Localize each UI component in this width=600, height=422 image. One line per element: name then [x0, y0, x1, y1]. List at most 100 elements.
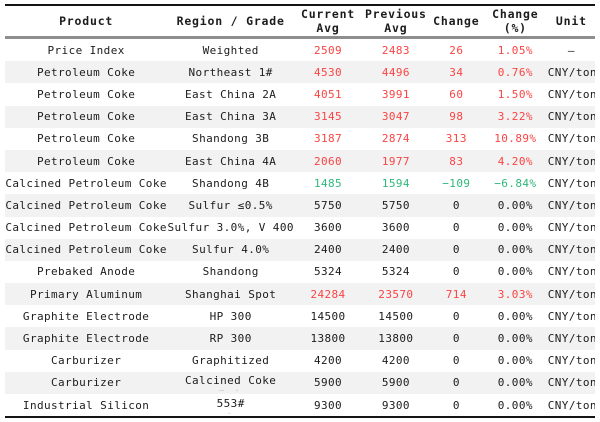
- pct-cell: 10.89%: [494, 132, 537, 146]
- region-subline-clipped: – ·: [167, 387, 294, 391]
- region-cell: Sulfur ≤0.5%: [188, 198, 273, 212]
- current-cell: 5900: [313, 376, 343, 390]
- table-row: Petroleum Coke East China 2A 4051 3991 60 1.5…: [5, 83, 595, 105]
- change-cell: 83: [449, 154, 464, 168]
- product-cell: Graphite Electrode: [22, 332, 150, 346]
- product-cell: Calcined Petroleum Coke: [5, 198, 167, 212]
- change-cell: 0: [452, 221, 460, 235]
- column-header-product: Product: [59, 13, 114, 28]
- column-header-region-grade: Region / Grade: [176, 13, 285, 28]
- region-cell: Northeast 1#: [188, 65, 273, 79]
- unit-cell: CNY/ton: [547, 176, 595, 190]
- previous-cell: 4496: [381, 65, 410, 79]
- change-cell: −109: [442, 176, 471, 190]
- table-row: Petroleum Coke East China 3A 3145 3047 98 3.2…: [5, 105, 595, 128]
- product-cell: Industrial Silicon: [22, 398, 150, 412]
- region-cell: East China 4A: [185, 154, 277, 168]
- change-cell: 60: [449, 87, 464, 101]
- region-text: Calcined Coke: [185, 374, 277, 388]
- table-row: Petroleum Coke Shandong 3B 3187 2874 313 10.8…: [5, 128, 595, 150]
- table-row: Price Index Weighted 2509 2483 26 1.05% —: [5, 39, 595, 61]
- unit-cell: CNY/ton: [547, 265, 595, 279]
- region-cell: HP 300: [209, 309, 252, 323]
- product-cell: Graphite Electrode: [22, 309, 150, 323]
- region-cell: Weighted: [202, 43, 259, 57]
- previous-cell: 5324: [381, 265, 410, 279]
- current-cell: 3145: [313, 110, 343, 124]
- previous-cell: 5900: [381, 376, 410, 390]
- previous-cell: 2400: [381, 243, 410, 257]
- current-cell: 3187: [313, 132, 343, 146]
- table-row: Calcined Petroleum Coke Sulfur ≤0.5% 5750 5…: [5, 194, 595, 217]
- change-cell: 0: [452, 398, 460, 412]
- unit-cell: CNY/ton: [547, 87, 595, 101]
- product-cell: Primary Aluminum: [29, 287, 143, 301]
- pct-cell: 1.05%: [497, 43, 533, 57]
- unit-cell: —: [567, 43, 575, 57]
- change-cell: 0: [452, 198, 460, 212]
- table-row: Calcined Petroleum Coke Shandong 4B 1485 15…: [5, 172, 595, 194]
- change-cell: 26: [449, 43, 464, 57]
- previous-cell: 2874: [381, 132, 410, 146]
- current-cell: 5750: [313, 198, 343, 212]
- current-cell: 4051: [313, 87, 343, 101]
- change-cell: 0: [452, 376, 460, 390]
- table-row: Petroleum Coke East China 4A 2060 1977 83 4.2…: [5, 149, 595, 173]
- region-cell: RP 300: [209, 332, 252, 346]
- previous-cell: 14500: [378, 309, 414, 323]
- table-row: Prebaked Anode Shandong 5324 5324 0 0.00% CNY/…: [5, 261, 595, 283]
- product-cell: Petroleum Coke: [36, 110, 136, 124]
- region-cell: Sulfur 3.0%, V 400: [167, 221, 294, 235]
- previous-cell: 13800: [378, 332, 414, 346]
- pct-cell: 0.00%: [497, 309, 533, 323]
- column-header-unit: Unit: [555, 13, 587, 28]
- pct-cell: 0.00%: [497, 376, 533, 390]
- region-cell: Calcined Coke– ·: [167, 374, 294, 391]
- previous-cell: 3991: [381, 87, 410, 101]
- product-cell: Petroleum Coke: [36, 87, 136, 101]
- current-cell: 3600: [313, 221, 343, 235]
- current-cell: 1485: [313, 176, 343, 190]
- pct-cell: 0.76%: [497, 65, 533, 79]
- region-cell: East China 3A: [185, 110, 277, 124]
- region-cell: Shanghai Spot: [185, 287, 277, 301]
- unit-cell: CNY/ton: [547, 132, 595, 146]
- unit-cell: CNY/ton: [547, 376, 595, 390]
- previous-cell: 2483: [381, 43, 410, 57]
- table-row: Calcined Petroleum Coke Sulfur 3.0%, V 40…: [5, 217, 595, 239]
- table-body: Price Index Weighted 2509 2483 26 1.05% — Petro…: [5, 39, 595, 416]
- unit-cell: CNY/ton: [547, 309, 595, 323]
- region-text: 553#: [216, 396, 245, 410]
- current-cell: 24284: [310, 287, 346, 301]
- current-cell: 2060: [313, 154, 343, 168]
- change-cell: 0: [452, 265, 460, 279]
- current-cell: 9300: [313, 398, 343, 412]
- previous-cell: 1594: [381, 176, 410, 190]
- unit-cell: CNY/ton: [547, 110, 595, 124]
- change-cell: 714: [445, 287, 467, 301]
- pct-cell: 0.00%: [497, 221, 533, 235]
- product-cell: Calcined Petroleum Coke: [5, 243, 167, 257]
- unit-cell: CNY/ton: [547, 332, 595, 346]
- column-header-change-pct: Change (%): [492, 6, 539, 35]
- product-cell: Carburizer: [51, 354, 122, 368]
- column-header-previous-avg: Previous Avg: [364, 6, 427, 35]
- product-cell: Petroleum Coke: [36, 65, 136, 79]
- product-cell: Prebaked Anode: [36, 265, 136, 279]
- unit-cell: CNY/ton: [547, 154, 595, 168]
- product-cell: Carburizer: [51, 376, 122, 390]
- current-cell: 4530: [313, 65, 343, 79]
- unit-cell: CNY/ton: [547, 65, 595, 79]
- product-cell: Petroleum Coke: [36, 154, 136, 168]
- change-cell: 34: [449, 65, 464, 79]
- table-row: Calcined Petroleum Coke Sulfur 4.0% 2400 24…: [5, 238, 595, 261]
- pct-cell: 3.03%: [497, 287, 533, 301]
- region-cell: Shandong 4B: [192, 176, 270, 190]
- region-cell: Graphitized: [192, 354, 270, 368]
- pct-cell: 1.50%: [497, 87, 533, 101]
- pct-cell: 0.00%: [497, 354, 533, 368]
- current-cell: 13800: [310, 332, 346, 346]
- region-cell: Shandong: [202, 265, 259, 279]
- table-row: Carburizer Calcined Coke– · 5900 5900 0 0.00%…: [5, 371, 595, 394]
- current-cell: 14500: [310, 309, 346, 323]
